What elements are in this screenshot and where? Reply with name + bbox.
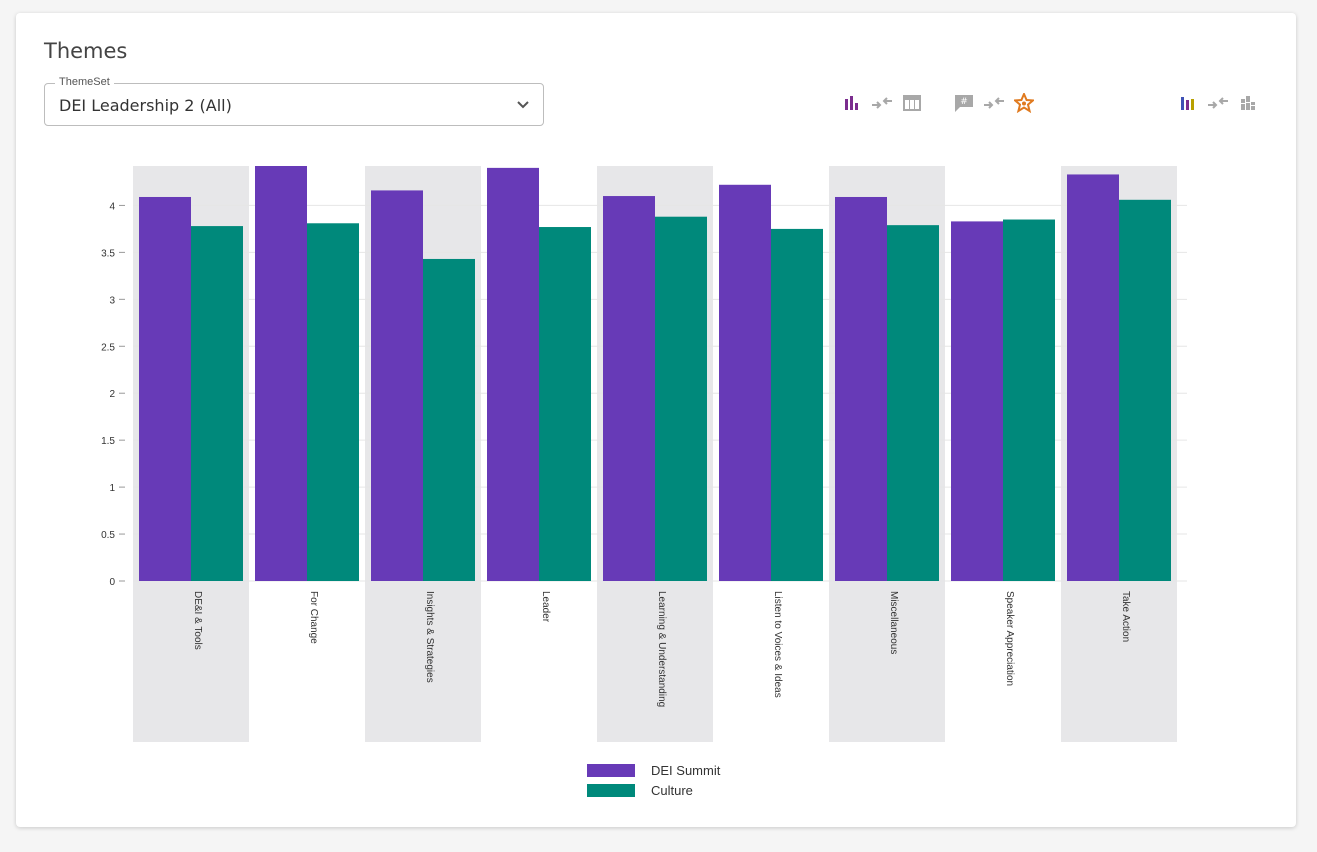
y-tick-label: 4 bbox=[109, 201, 115, 212]
chevron-down-icon bbox=[517, 101, 529, 109]
star-badge-icon bbox=[1014, 93, 1034, 113]
x-tick-label: Insights & Strategies bbox=[424, 591, 435, 683]
table-view-button[interactable] bbox=[900, 91, 924, 115]
y-tick-label: 3.5 bbox=[101, 248, 115, 259]
x-tick-label: Miscellaneous bbox=[888, 591, 899, 654]
bar-series-2 bbox=[1119, 199, 1171, 581]
compare-arrows-icon bbox=[872, 97, 892, 109]
y-tick-label: 1 bbox=[109, 483, 115, 494]
stacked-bar-icon bbox=[1241, 96, 1255, 110]
y-tick-label: 1.5 bbox=[101, 436, 115, 447]
x-tick-label: Listen to Voices & Ideas bbox=[772, 591, 783, 698]
bar-series-2 bbox=[191, 226, 243, 581]
bar-series-1 bbox=[603, 196, 655, 582]
theme-score-chart: 0 0.5 1 1.5 2 2.5 3 3.5 4 DE&I & Tools For Change I… bbox=[101, 166, 1187, 742]
bar-chart-button[interactable] bbox=[840, 91, 864, 115]
x-tick-label: For Change bbox=[308, 591, 319, 644]
legend-swatch-series-2 bbox=[587, 783, 635, 797]
x-tick-label: Take Action bbox=[1120, 591, 1131, 642]
legend-label-series-2: Culture bbox=[651, 782, 693, 798]
bar-series-1 bbox=[835, 196, 887, 581]
toolbar-group-3 bbox=[1176, 91, 1260, 115]
y-tick-label: 2 bbox=[109, 389, 115, 400]
themeset-label: ThemeSet bbox=[55, 76, 114, 88]
bar-series-2 bbox=[539, 227, 591, 581]
rating-button[interactable] bbox=[1012, 91, 1036, 115]
bar-series-1 bbox=[371, 190, 423, 582]
bar-series-1 bbox=[255, 166, 307, 581]
y-tick-label: 2.5 bbox=[101, 342, 115, 353]
compare-arrows-icon bbox=[1208, 97, 1228, 109]
bar-chart-icon bbox=[845, 96, 858, 110]
x-tick-label: DE&I & Tools bbox=[192, 591, 203, 650]
x-tick-label: Speaker Appreciation bbox=[1004, 591, 1015, 686]
toolbar-group-1 bbox=[840, 91, 924, 115]
bar-series-1 bbox=[1067, 174, 1119, 581]
y-tick-label: 3 bbox=[109, 295, 115, 306]
legend-item-series-1[interactable]: DEI Summit bbox=[587, 760, 720, 780]
legend-item-series-2[interactable]: Culture bbox=[587, 780, 720, 800]
compare-button[interactable] bbox=[870, 91, 894, 115]
bar-series-2 bbox=[423, 258, 475, 581]
x-tick-label: Leader bbox=[540, 591, 551, 623]
bar-series-1 bbox=[719, 184, 771, 582]
multicolor-bar-chart-icon bbox=[1181, 97, 1194, 110]
compare-button-3[interactable] bbox=[1206, 91, 1230, 115]
card-title: Themes bbox=[44, 39, 128, 63]
themes-card: Themes ThemeSet DEI Leadership 2 (All) bbox=[16, 13, 1296, 827]
bar-series-1 bbox=[487, 167, 539, 582]
bar-series-2 bbox=[655, 216, 707, 581]
toolbar-group-2: # bbox=[952, 91, 1036, 115]
bar-series-2 bbox=[887, 225, 939, 581]
bar-series-1 bbox=[951, 221, 1003, 581]
bar-series-2 bbox=[1003, 219, 1055, 581]
compare-arrows-icon bbox=[984, 97, 1004, 109]
themeset-value: DEI Leadership 2 (All) bbox=[59, 96, 232, 115]
bar-series-1 bbox=[139, 196, 191, 581]
chart-legend: DEI Summit Culture bbox=[587, 760, 720, 800]
multi-bar-chart-button[interactable] bbox=[1176, 91, 1200, 115]
themeset-select[interactable]: ThemeSet DEI Leadership 2 (All) bbox=[44, 76, 544, 126]
x-tick-label: Learning & Understanding bbox=[656, 591, 667, 707]
comment-hash-icon: # bbox=[955, 95, 973, 112]
compare-button-2[interactable] bbox=[982, 91, 1006, 115]
y-tick-label: 0.5 bbox=[101, 530, 115, 541]
legend-swatch-series-1 bbox=[587, 763, 635, 777]
bar-series-2 bbox=[307, 223, 359, 582]
legend-label-series-1: DEI Summit bbox=[651, 762, 721, 778]
bar-series-2 bbox=[771, 228, 823, 582]
svg-text:#: # bbox=[960, 97, 968, 107]
y-tick-label: 0 bbox=[109, 577, 115, 588]
stacked-bar-button[interactable] bbox=[1236, 91, 1260, 115]
table-icon bbox=[903, 95, 921, 111]
comment-tags-button[interactable]: # bbox=[952, 91, 976, 115]
